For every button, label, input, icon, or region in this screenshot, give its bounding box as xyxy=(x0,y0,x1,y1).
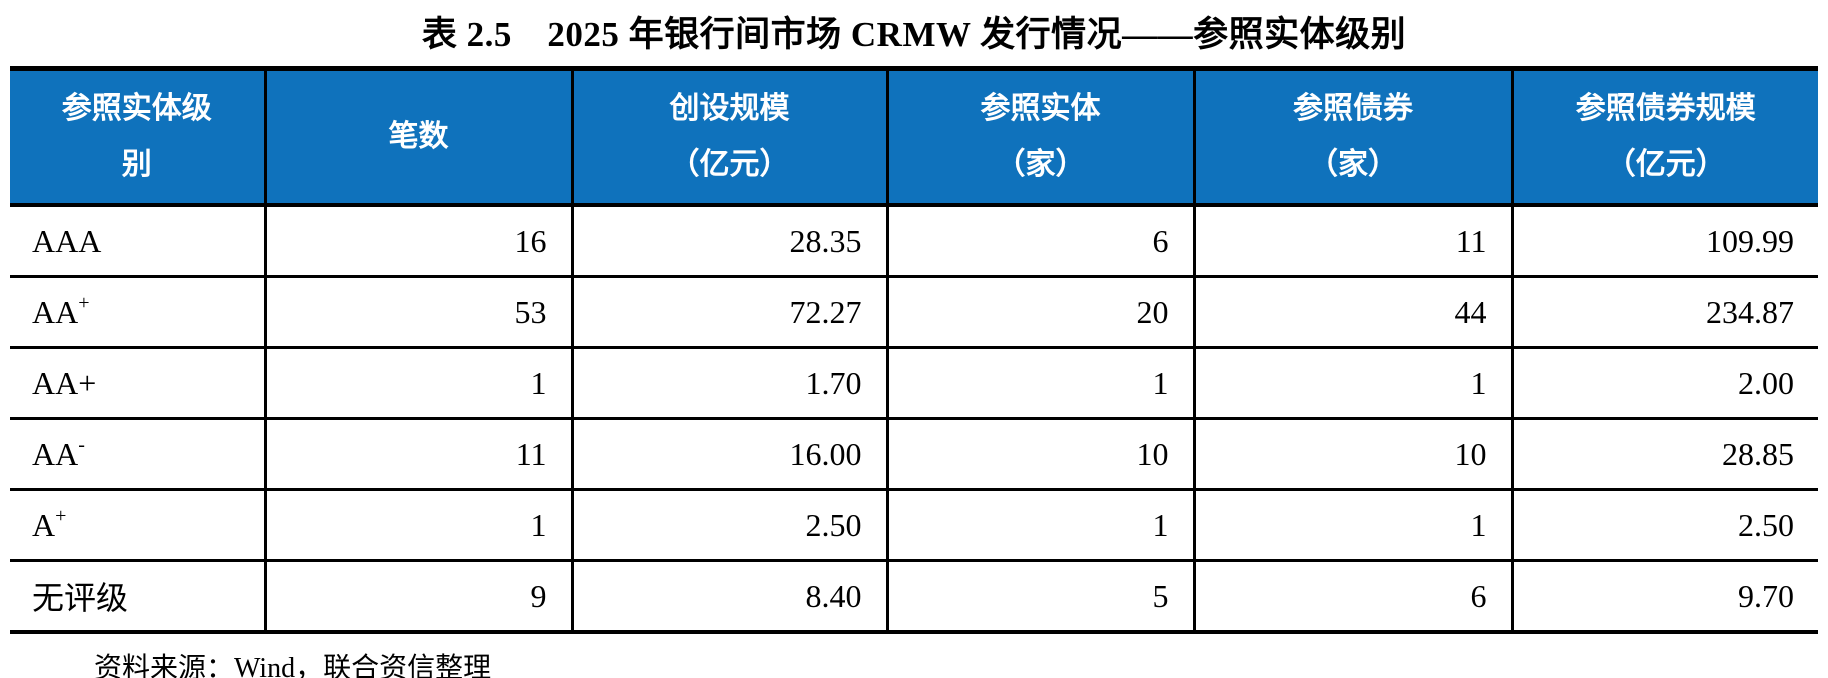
rating-cell: AA+ xyxy=(10,275,265,348)
rating-superscript: + xyxy=(55,504,67,527)
value-cell-creation_scale: 2.50 xyxy=(570,488,887,561)
rating-base: 无评级 xyxy=(32,580,129,616)
rating-cell: AAA xyxy=(10,205,265,277)
value-cell-ref_bonds: 10 xyxy=(1192,417,1512,490)
rating-base: AAA xyxy=(32,222,102,259)
value-cell-ref_bond_scale: 2.00 xyxy=(1510,346,1818,419)
value-cell-ref_entities: 10 xyxy=(885,417,1194,490)
table-row: 无评级 9 8.40 5 6 9.70 xyxy=(10,559,1818,632)
rating-cell: 无评级 xyxy=(10,559,265,632)
table-row: AAA 16 28.35 6 11 109.99 xyxy=(10,205,1818,277)
table-row: A+ 1 2.50 1 1 2.50 xyxy=(10,488,1818,561)
value-cell-ref_entities: 1 xyxy=(885,488,1194,561)
value-cell-deal_count: 53 xyxy=(263,275,572,348)
header-row: 参照实体级 别 笔数 创设规模 （亿元） 参照实体 （家） 参照债券 （家） 参… xyxy=(10,68,1818,207)
crmw-table: 参照实体级 别 笔数 创设规模 （亿元） 参照实体 （家） 参照债券 （家） 参… xyxy=(10,66,1818,634)
rating-base: AA xyxy=(32,293,79,330)
value-cell-ref_bonds: 6 xyxy=(1192,559,1512,632)
value-cell-ref_entities: 1 xyxy=(885,346,1194,419)
value-cell-ref_bonds: 44 xyxy=(1192,275,1512,348)
value-cell-creation_scale: 16.00 xyxy=(570,417,887,490)
value-cell-ref_bond_scale: 28.85 xyxy=(1510,417,1818,490)
table-body: AAA 16 28.35 6 11 109.99 AA+ 53 72.27 20 44 234.87 A… xyxy=(10,205,1818,632)
rating-base: A xyxy=(32,506,56,543)
value-cell-ref_entities: 6 xyxy=(885,205,1194,277)
header-cell-rating: 参照实体级 别 xyxy=(10,68,265,207)
rating-superscript: + xyxy=(78,291,90,314)
table-row: AA+ 1 1.70 1 1 2.00 xyxy=(10,346,1818,419)
value-cell-deal_count: 9 xyxy=(263,559,572,632)
value-cell-ref_entities: 20 xyxy=(885,275,1194,348)
rating-cell: A+ xyxy=(10,488,265,561)
value-cell-deal_count: 1 xyxy=(263,346,572,419)
rating-base: AA xyxy=(32,435,79,472)
value-cell-deal_count: 1 xyxy=(263,488,572,561)
value-cell-ref_bonds: 1 xyxy=(1192,346,1512,419)
header-cell-deal-count: 笔数 xyxy=(263,68,572,207)
rating-base: AA+ xyxy=(32,364,97,401)
rating-cell: AA- xyxy=(10,417,265,490)
source-note: 资料来源：Wind，联合资信整理 xyxy=(94,653,492,678)
header-cell-ref-bond-scale: 参照债券规模 （亿元） xyxy=(1510,68,1818,207)
value-cell-ref_bonds: 1 xyxy=(1192,488,1512,561)
table-title: 表 2.5 2025 年银行间市场 CRMW 发行情况——参照实体级别 xyxy=(421,15,1407,54)
header-cell-ref-bonds: 参照债券 （家） xyxy=(1192,68,1512,207)
value-cell-deal_count: 16 xyxy=(263,205,572,277)
rating-cell: AA+ xyxy=(10,346,265,419)
header-cell-creation-scale: 创设规模 （亿元） xyxy=(570,68,887,207)
rating-superscript: - xyxy=(78,433,85,456)
header-cell-ref-entities: 参照实体 （家） xyxy=(885,68,1194,207)
table-row: AA- 11 16.00 10 10 28.85 xyxy=(10,417,1818,490)
value-cell-deal_count: 11 xyxy=(263,417,572,490)
value-cell-ref_bond_scale: 234.87 xyxy=(1510,275,1818,348)
value-cell-ref_bond_scale: 9.70 xyxy=(1510,559,1818,632)
value-cell-creation_scale: 8.40 xyxy=(570,559,887,632)
value-cell-creation_scale: 28.35 xyxy=(570,205,887,277)
value-cell-ref_bond_scale: 2.50 xyxy=(1510,488,1818,561)
value-cell-ref_bonds: 11 xyxy=(1192,205,1512,277)
table-row: AA+ 53 72.27 20 44 234.87 xyxy=(10,275,1818,348)
value-cell-ref_entities: 5 xyxy=(885,559,1194,632)
value-cell-ref_bond_scale: 109.99 xyxy=(1510,205,1818,277)
value-cell-creation_scale: 1.70 xyxy=(570,346,887,419)
value-cell-creation_scale: 72.27 xyxy=(570,275,887,348)
